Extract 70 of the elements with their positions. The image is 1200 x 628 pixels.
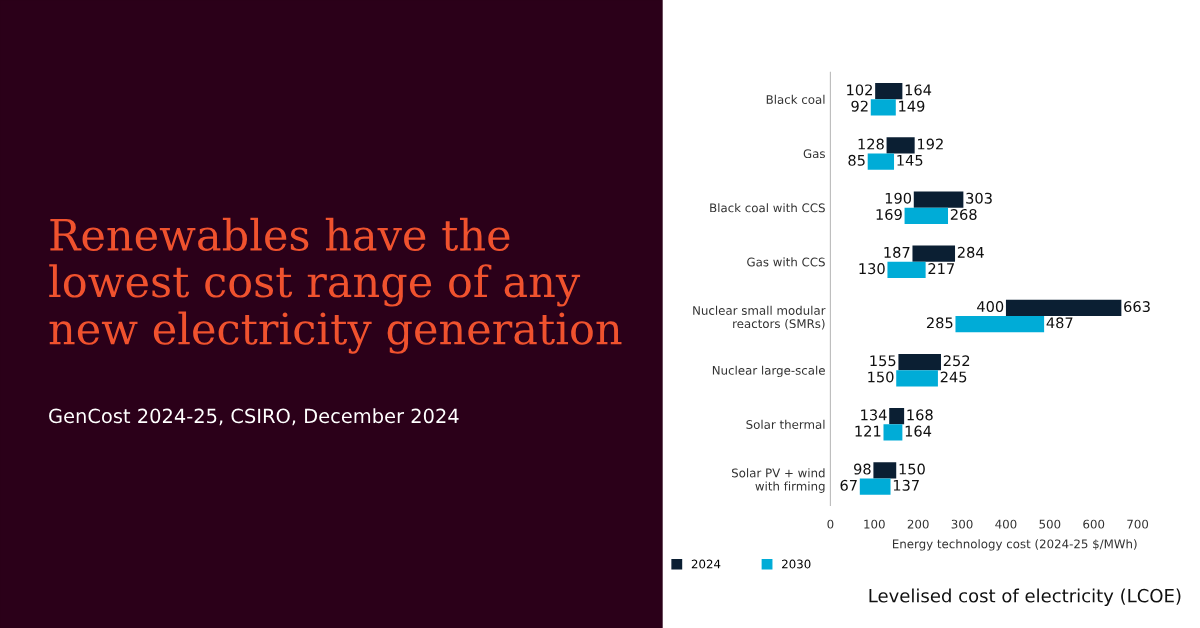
text: 284 <box>957 246 984 258</box>
text: Levelised cost of electricity (LCOE) <box>869 588 1181 607</box>
y-tick-label: Nuclear small modular reactors (SMRs) <box>693 305 826 330</box>
x-tick-label: 400 <box>995 519 1017 529</box>
text: 150 <box>868 371 894 383</box>
x-tick-label: 0 <box>827 519 834 529</box>
y-tick-label: Gas <box>803 149 825 159</box>
bar <box>870 99 896 116</box>
text: 137 <box>893 479 919 491</box>
text: 268 <box>950 208 977 220</box>
bar <box>898 353 941 371</box>
text: 150 <box>899 463 925 475</box>
bar <box>859 478 891 495</box>
text: 663 <box>1124 301 1150 313</box>
bar <box>913 191 964 208</box>
bar <box>955 315 1045 333</box>
x-tick-label: 600 <box>1083 519 1105 529</box>
x-tick-label: 300 <box>951 519 973 529</box>
text: 168 <box>907 409 933 421</box>
x-tick-label: 700 <box>1127 519 1149 529</box>
y-tick-label: Nuclear large-scale <box>712 365 825 378</box>
bar <box>867 153 895 170</box>
legend-label: 2024 <box>691 559 721 569</box>
text: 169 <box>876 208 902 220</box>
x-tick-label: 500 <box>1039 519 1061 529</box>
text: 145 <box>897 154 923 166</box>
text: 98 <box>854 463 871 475</box>
text: 252 <box>943 355 970 367</box>
text: 67 <box>840 479 857 491</box>
text: 102 <box>847 84 872 96</box>
text: 164 <box>905 425 932 437</box>
x-axis-title: Energy technology cost (2024-25 $/MWh) <box>893 539 1137 551</box>
bar <box>875 83 903 100</box>
bar <box>904 207 949 224</box>
text: 130 <box>859 263 885 275</box>
x-tick-label: 200 <box>907 519 929 529</box>
bar <box>912 245 956 262</box>
text: 128 <box>858 138 884 150</box>
x-tick-label: 100 <box>864 519 885 529</box>
bar <box>873 462 897 479</box>
text: 121 <box>855 425 881 437</box>
text: 245 <box>940 371 967 383</box>
bar <box>1005 299 1122 316</box>
legend-label: 2030 <box>782 559 811 569</box>
text: 400 <box>977 301 1004 313</box>
text: Renewables have the lowest cost range of any new electricity generation <box>49 217 622 354</box>
y-tick-label: Black coal <box>766 94 825 104</box>
text: 487 <box>1046 317 1073 329</box>
text: 217 <box>928 263 954 274</box>
text: 134 <box>861 409 887 421</box>
text: 192 <box>918 138 943 150</box>
text: 155 <box>870 355 896 367</box>
bar <box>889 408 905 425</box>
text: GenCost 2024-25, CSIRO, December 2024 <box>49 408 459 426</box>
y-tick-label: Solar PV + wind with firming <box>731 468 825 493</box>
y-tick-label: Gas with CCS <box>747 257 825 267</box>
text: 92 <box>851 100 868 112</box>
text: 149 <box>899 100 925 112</box>
text: 303 <box>966 192 992 204</box>
text: 285 <box>926 317 953 329</box>
y-tick-label: Black coal with CCS <box>710 203 825 213</box>
bar <box>886 137 915 154</box>
text: 190 <box>885 192 912 204</box>
y-tick-label: Solar thermal <box>746 419 825 429</box>
text: 187 <box>884 246 910 258</box>
text: 164 <box>905 84 932 96</box>
bar <box>887 261 926 279</box>
bar <box>883 424 903 441</box>
bar <box>896 370 938 387</box>
text: 85 <box>848 154 865 166</box>
